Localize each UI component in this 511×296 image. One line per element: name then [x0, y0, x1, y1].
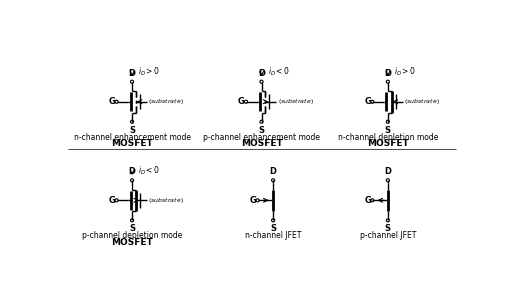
Text: n-channel JFET: n-channel JFET — [245, 231, 301, 240]
Text: G: G — [249, 196, 257, 205]
Text: D: D — [258, 69, 265, 78]
Text: $i_D > 0$: $i_D > 0$ — [394, 65, 416, 78]
Text: p-channel enhancement mode: p-channel enhancement mode — [203, 133, 320, 141]
Text: S: S — [385, 126, 391, 135]
Text: $i_D < 0$: $i_D < 0$ — [138, 164, 160, 176]
Text: S: S — [129, 126, 135, 135]
Text: p-channel depletion mode: p-channel depletion mode — [82, 231, 182, 240]
Text: n-channel enhancement mode: n-channel enhancement mode — [74, 133, 191, 141]
Text: MOSFET: MOSFET — [241, 139, 283, 149]
Text: G: G — [108, 97, 115, 106]
Text: $i_D < 0$: $i_D < 0$ — [268, 65, 290, 78]
Text: MOSFET: MOSFET — [111, 139, 153, 149]
Text: S: S — [385, 224, 391, 233]
Text: $(substrate)$: $(substrate)$ — [148, 196, 184, 205]
Text: D: D — [384, 69, 391, 78]
Text: D: D — [270, 168, 276, 176]
Text: $(substrate)$: $(substrate)$ — [404, 97, 440, 106]
Text: $(substrate)$: $(substrate)$ — [278, 97, 314, 106]
Text: S: S — [129, 224, 135, 233]
Text: D: D — [129, 69, 135, 78]
Text: MOSFET: MOSFET — [367, 139, 409, 149]
Text: p-channel JFET: p-channel JFET — [360, 231, 416, 240]
Text: D: D — [129, 168, 135, 176]
Text: G: G — [108, 196, 115, 205]
Text: G: G — [364, 97, 371, 106]
Text: G: G — [238, 97, 245, 106]
Text: $(substrate)$: $(substrate)$ — [148, 97, 184, 106]
Text: G: G — [364, 196, 371, 205]
Text: n-channel depletion mode: n-channel depletion mode — [338, 133, 438, 141]
Text: S: S — [259, 126, 265, 135]
Text: D: D — [384, 168, 391, 176]
Text: S: S — [270, 224, 276, 233]
Text: MOSFET: MOSFET — [111, 238, 153, 247]
Text: $i_D > 0$: $i_D > 0$ — [138, 65, 160, 78]
